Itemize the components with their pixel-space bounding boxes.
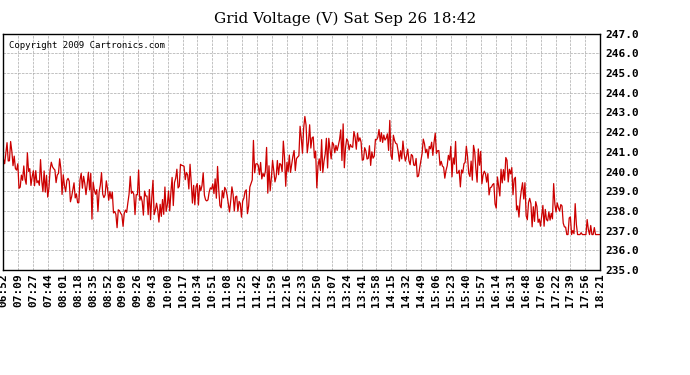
Text: Grid Voltage (V) Sat Sep 26 18:42: Grid Voltage (V) Sat Sep 26 18:42: [214, 11, 476, 26]
Text: Copyright 2009 Cartronics.com: Copyright 2009 Cartronics.com: [10, 41, 166, 50]
